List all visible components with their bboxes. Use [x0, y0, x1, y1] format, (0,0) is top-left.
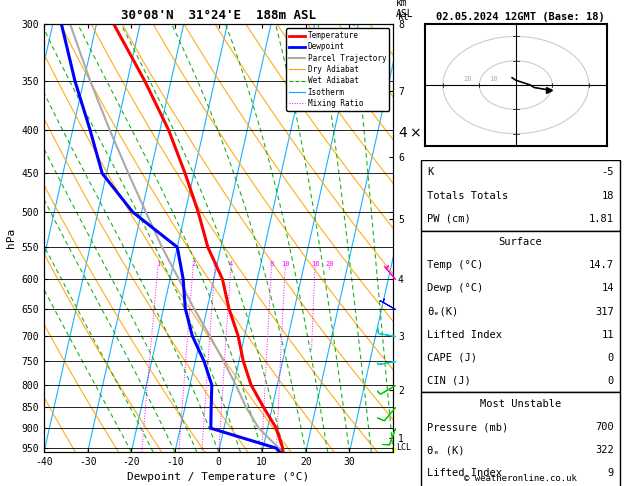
Text: 322: 322 [595, 445, 614, 455]
Text: 1: 1 [156, 260, 160, 267]
Text: 9: 9 [608, 468, 614, 478]
Text: Totals Totals: Totals Totals [427, 191, 508, 201]
Text: 20: 20 [325, 260, 334, 267]
Text: CAPE (J): CAPE (J) [427, 353, 477, 363]
Text: 11: 11 [601, 330, 614, 340]
Text: kt: kt [398, 12, 410, 22]
Text: 10: 10 [281, 260, 289, 267]
Text: PW (cm): PW (cm) [427, 214, 471, 224]
Text: 700: 700 [595, 422, 614, 432]
Text: 2: 2 [191, 260, 195, 267]
Y-axis label: hPa: hPa [6, 228, 16, 248]
Text: 1.81: 1.81 [589, 214, 614, 224]
Y-axis label: Mixing Ratio (g/kg): Mixing Ratio (g/kg) [452, 182, 462, 294]
Bar [421, 160, 620, 231]
Text: θₑ (K): θₑ (K) [427, 445, 465, 455]
Text: Lifted Index: Lifted Index [427, 468, 502, 478]
Bar [421, 393, 620, 486]
Text: 0: 0 [608, 376, 614, 386]
Text: km
ASL: km ASL [396, 0, 414, 19]
Text: Most Unstable: Most Unstable [480, 399, 561, 409]
Text: 8: 8 [269, 260, 274, 267]
Text: 10: 10 [489, 76, 498, 83]
Text: θₑ(K): θₑ(K) [427, 307, 459, 316]
Text: 317: 317 [595, 307, 614, 316]
Text: K: K [427, 167, 433, 177]
X-axis label: Dewpoint / Temperature (°C): Dewpoint / Temperature (°C) [128, 472, 309, 483]
Text: Pressure (mb): Pressure (mb) [427, 422, 508, 432]
Text: -5: -5 [601, 167, 614, 177]
Text: 14.7: 14.7 [589, 260, 614, 270]
Text: © weatheronline.co.uk: © weatheronline.co.uk [464, 474, 577, 483]
Text: Temp (°C): Temp (°C) [427, 260, 484, 270]
Text: 02.05.2024 12GMT (Base: 18): 02.05.2024 12GMT (Base: 18) [436, 12, 605, 22]
Text: LCL: LCL [397, 443, 411, 452]
Text: Lifted Index: Lifted Index [427, 330, 502, 340]
Title: 30°08'N  31°24'E  188m ASL: 30°08'N 31°24'E 188m ASL [121, 9, 316, 22]
Text: Surface: Surface [499, 237, 542, 247]
Text: 3: 3 [213, 260, 217, 267]
Text: 18: 18 [601, 191, 614, 201]
Text: 16: 16 [311, 260, 320, 267]
Text: 0: 0 [608, 353, 614, 363]
Text: 20: 20 [463, 76, 472, 83]
Text: Dewp (°C): Dewp (°C) [427, 283, 484, 294]
Text: 4: 4 [229, 260, 233, 267]
Text: 14: 14 [601, 283, 614, 294]
Text: CIN (J): CIN (J) [427, 376, 471, 386]
Bar [421, 231, 620, 393]
Legend: Temperature, Dewpoint, Parcel Trajectory, Dry Adiabat, Wet Adiabat, Isotherm, Mi: Temperature, Dewpoint, Parcel Trajectory… [286, 28, 389, 111]
